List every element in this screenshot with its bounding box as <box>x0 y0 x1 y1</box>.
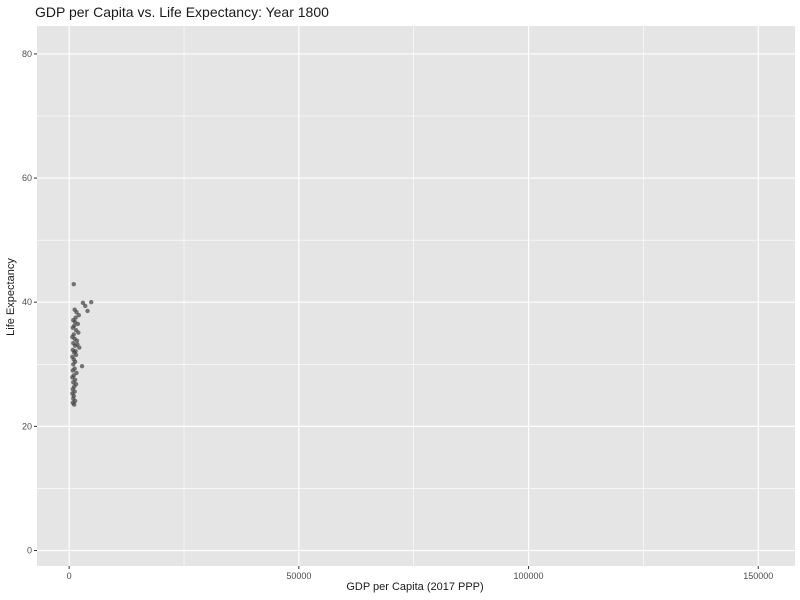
plot-panel <box>37 26 795 566</box>
x-tick-label: 0 <box>67 571 72 581</box>
data-point <box>75 342 80 347</box>
data-point <box>72 402 77 407</box>
x-tick-label: 150000 <box>743 571 773 581</box>
y-tick-label: 40 <box>22 297 32 307</box>
data-point <box>79 363 85 369</box>
data-points <box>70 282 94 407</box>
panel-background <box>37 26 795 566</box>
y-tick-label: 20 <box>22 421 32 431</box>
data-point <box>75 321 81 327</box>
data-point <box>80 300 86 306</box>
chart-title: GDP per Capita vs. Life Expectancy: Year… <box>35 4 329 20</box>
data-point <box>74 309 79 315</box>
x-tick-label: 50000 <box>286 571 311 581</box>
data-point <box>71 282 76 287</box>
data-point <box>73 349 78 354</box>
data-point <box>85 308 90 314</box>
data-point <box>83 303 88 309</box>
data-point <box>73 352 79 358</box>
data-point <box>74 338 80 343</box>
y-tick-label: 80 <box>22 49 32 59</box>
data-point <box>70 368 76 373</box>
grid-lines <box>37 26 795 566</box>
y-tick-label: 60 <box>22 173 32 183</box>
data-point <box>89 300 94 305</box>
y-tick-label: 0 <box>27 545 32 555</box>
x-axis-title: GDP per Capita (2017 PPP) <box>346 581 483 593</box>
axes: 0 50000 100000 150000 0 20 40 60 80 <box>22 49 773 581</box>
y-axis-title: Life Expectancy <box>5 258 17 336</box>
data-point <box>76 330 81 335</box>
data-point <box>70 325 76 330</box>
data-point <box>76 313 82 318</box>
data-point <box>71 362 76 367</box>
x-tick-label: 100000 <box>514 571 544 581</box>
